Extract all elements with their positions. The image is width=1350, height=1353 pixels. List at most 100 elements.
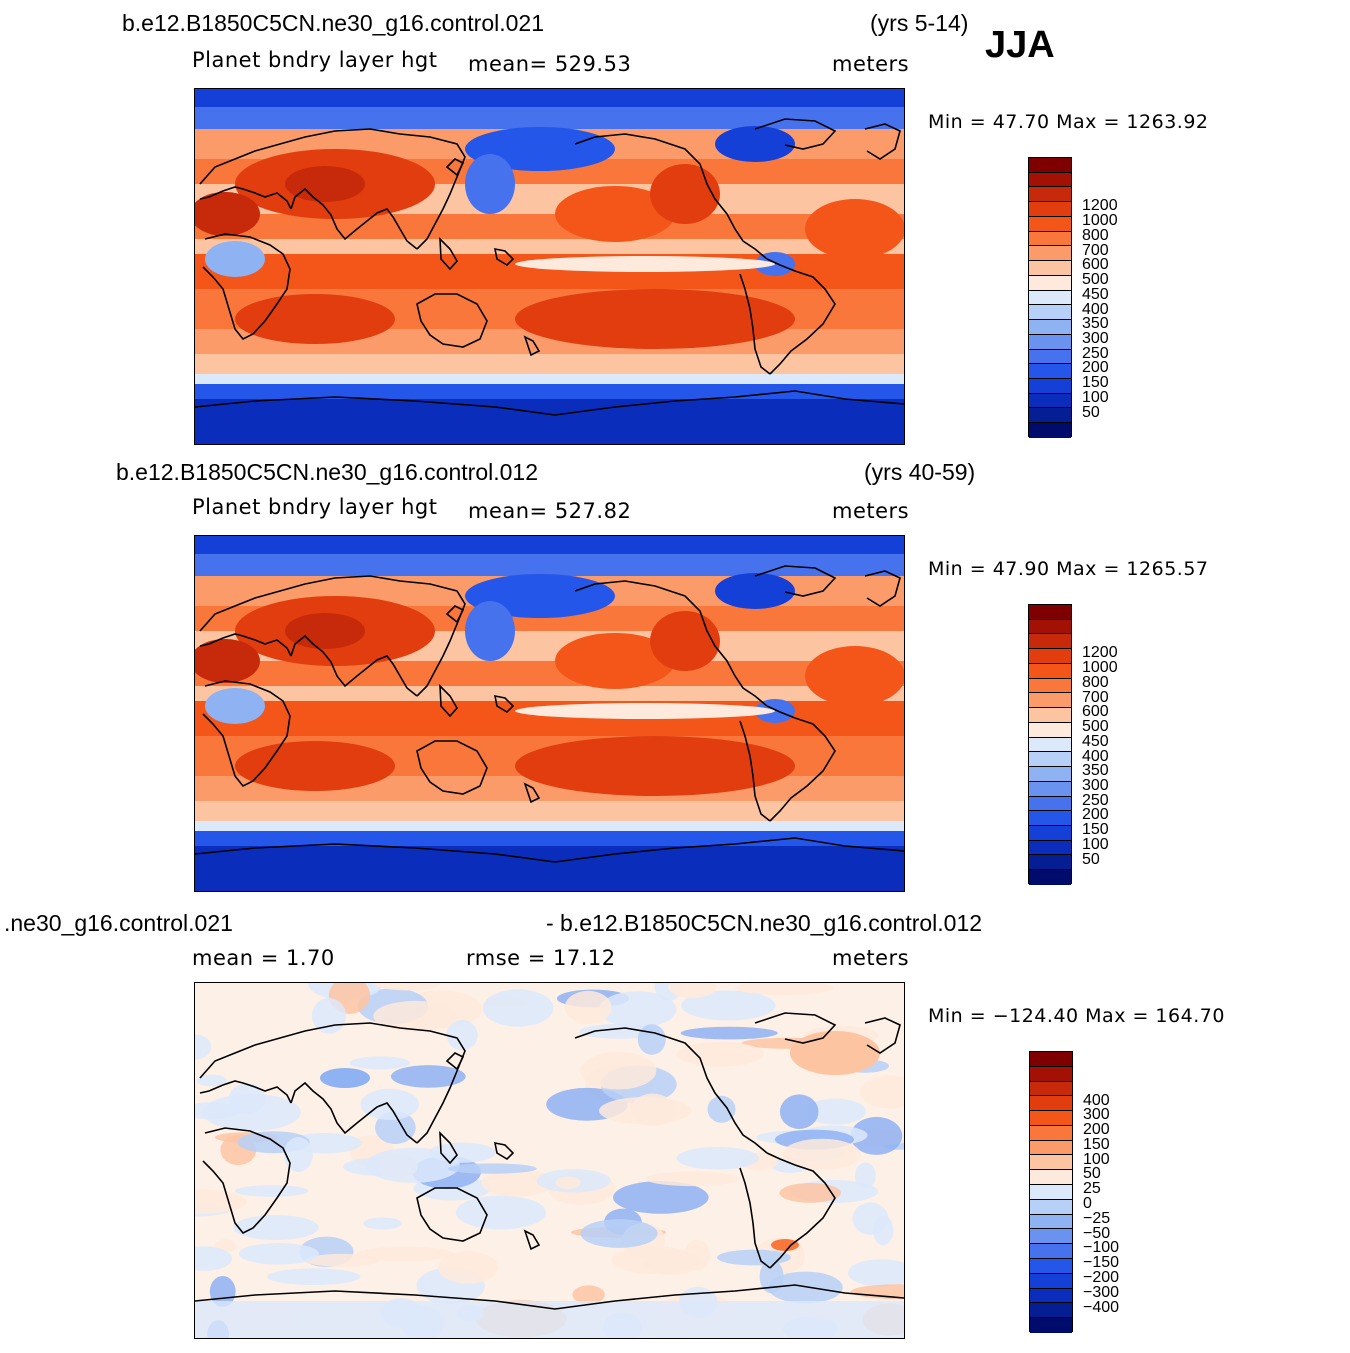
colorbar-label: 200 [1082,806,1109,824]
colorbar-label: 0 [1083,1195,1092,1213]
colorbar-label: 25 [1083,1180,1101,1198]
colorbar-swatch [1030,1258,1072,1274]
colorbar-swatch [1029,811,1071,827]
colorbar-label: 450 [1082,732,1109,750]
colorbar-label: 1200 [1082,644,1118,662]
colorbar-swatch [1029,290,1071,306]
colorbar-swatch [1030,1318,1072,1333]
panel3-units: meters [832,946,910,970]
colorbar-swatch [1030,1125,1072,1141]
colorbar-swatch [1030,1288,1072,1304]
colorbar-swatch [1030,1081,1072,1097]
panel3-colorbar [1029,1051,1073,1333]
colorbar-swatch [1029,187,1071,203]
colorbar-label: 800 [1082,226,1109,244]
colorbar-label: 400 [1082,300,1109,318]
panel3-map [194,982,905,1339]
colorbar-label: 700 [1082,241,1109,259]
panel2-map [194,535,905,892]
colorbar-swatch [1030,1052,1072,1067]
colorbar-label: 1000 [1082,659,1118,677]
colorbar-swatch [1030,1214,1072,1230]
colorbar-swatch [1030,1111,1072,1126]
panel1-case-title: b.e12.B1850C5CN.ne30_g16.control.021 [122,10,544,36]
panel3-minmax: Min = −124.40 Max = 164.70 [928,1005,1225,1027]
colorbar-swatch [1029,752,1071,768]
colorbar-swatch [1029,246,1071,262]
colorbar-swatch [1029,364,1071,380]
panel3-case-title-left: .ne30_g16.control.021 [4,910,233,936]
panel2-colorbar [1028,604,1072,885]
colorbar-swatch [1029,663,1071,679]
colorbar-swatch [1030,1273,1072,1289]
colorbar-swatch [1029,158,1071,173]
colorbar-swatch [1029,767,1071,782]
colorbar-swatch [1029,320,1071,335]
colorbar-swatch [1029,408,1071,424]
season-label: JJA [985,24,1055,66]
panel2-minmax: Min = 47.90 Max = 1265.57 [928,558,1209,580]
colorbar-label: 500 [1082,718,1109,736]
colorbar-swatch [1029,737,1071,753]
panel1-units: meters [832,52,910,76]
colorbar-swatch [1029,605,1071,620]
colorbar-label: −200 [1083,1269,1120,1287]
colorbar-swatch [1029,379,1071,394]
colorbar-swatch [1029,231,1071,247]
colorbar-label: −50 [1083,1224,1111,1242]
colorbar-label: 50 [1082,403,1100,421]
colorbar-label: 250 [1082,344,1109,362]
colorbar-label: 300 [1082,777,1109,794]
colorbar-label: 150 [1082,821,1109,839]
colorbar-swatch [1029,722,1071,738]
colorbar-swatch [1030,1303,1072,1319]
colorbar-swatch [1029,261,1071,276]
panel2-case-title: b.e12.B1850C5CN.ne30_g16.control.012 [116,459,538,485]
colorbar-swatch [1029,781,1071,797]
colorbar-swatch [1029,678,1071,694]
colorbar-label: 100 [1082,388,1109,406]
colorbar-label: 800 [1082,673,1109,691]
colorbar-swatch [1029,349,1071,365]
colorbar-swatch [1029,216,1071,232]
colorbar-label: 50 [1083,1165,1101,1183]
colorbar-swatch [1029,708,1071,723]
colorbar-label: 350 [1082,762,1109,780]
colorbar-label: 150 [1083,1135,1110,1153]
colorbar-swatch [1029,693,1071,709]
colorbar-swatch [1029,305,1071,321]
colorbar-label: −100 [1083,1239,1120,1257]
colorbar-label: −400 [1083,1298,1120,1316]
colorbar-label: 350 [1082,315,1109,333]
colorbar-swatch [1029,393,1071,409]
colorbar-label: −25 [1083,1209,1111,1227]
panel3-rmse: rmse = 17.12 [466,946,616,970]
colorbar-label: 450 [1082,285,1109,303]
colorbar-label: 500 [1082,271,1109,289]
colorbar-swatch [1030,1140,1072,1156]
colorbar-swatch [1029,649,1071,664]
colorbar-swatch [1029,840,1071,856]
colorbar-label: 150 [1082,374,1109,392]
colorbar-swatch [1029,826,1071,841]
panel1-years: (yrs 5-14) [870,10,969,36]
colorbar-swatch [1030,1244,1072,1259]
colorbar-swatch [1030,1185,1072,1200]
panel1-minmax: Min = 47.70 Max = 1263.92 [928,111,1209,133]
colorbar-swatch [1029,334,1071,350]
colorbar-label: −300 [1083,1283,1120,1301]
colorbar-swatch [1029,796,1071,812]
panel1-variable: Planet bndry layer hgt [192,48,438,72]
panel3-case-title-right: - b.e12.B1850C5CN.ne30_g16.control.012 [546,910,983,936]
colorbar-swatch [1030,1066,1072,1082]
panel3-mean: mean = 1.70 [192,946,335,970]
panel1-mean: mean= 529.53 [468,52,632,76]
colorbar-label: 100 [1082,835,1109,853]
colorbar-swatch [1029,423,1071,438]
colorbar-swatch [1030,1155,1072,1171]
panel1-colorbar [1028,157,1072,438]
colorbar-label: 600 [1082,703,1109,721]
colorbar-swatch [1030,1096,1072,1112]
colorbar-label: 1000 [1082,212,1118,230]
colorbar-label: 50 [1082,850,1100,868]
